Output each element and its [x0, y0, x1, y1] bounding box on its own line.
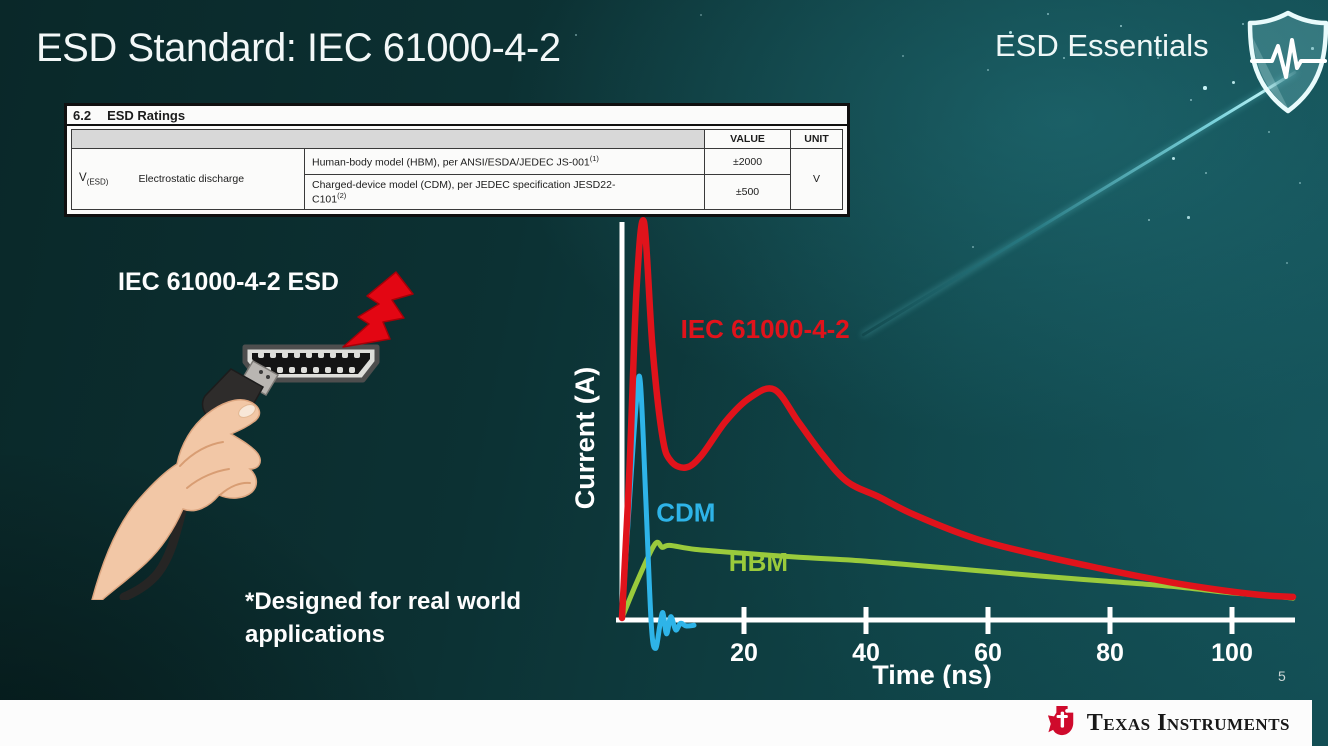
- star-dot: [1242, 23, 1244, 25]
- star-dot: [700, 14, 702, 16]
- table-section-heading: 6.2 ESD Ratings: [67, 106, 847, 126]
- x-tick-label: 80: [1096, 639, 1124, 667]
- star-dot: [1203, 86, 1207, 90]
- page-title: ESD Standard: IEC 61000-4-2: [36, 26, 561, 70]
- esd-current-chart: 20 40 60 80 100 HBM CDM IEC 61000-4-2 Time (ns…: [560, 208, 1305, 690]
- star-dot: [1268, 131, 1270, 133]
- esd-strike-illustration: [80, 255, 470, 605]
- unit-column-header: UNIT: [790, 129, 843, 149]
- parameter-cell: V(ESD) Electrostatic discharge: [71, 148, 305, 210]
- y-axis-label: Current (A): [570, 367, 600, 510]
- star-dot: [1172, 157, 1175, 160]
- lightning-icon: [342, 271, 414, 348]
- esd-shield-icon: [1242, 10, 1328, 121]
- ti-wordmark: Texas Instruments: [1086, 709, 1290, 736]
- series-label-iec-61000-4-2: IEC 61000-4-2: [681, 314, 850, 344]
- chart-axes: [616, 222, 1295, 623]
- x-tick-label: 100: [1211, 639, 1253, 667]
- star-dot: [1311, 47, 1314, 50]
- star-dot: [1063, 57, 1065, 59]
- illustration-label: IEC 61000-4-2 ESD: [118, 268, 339, 296]
- star-dot: [902, 55, 904, 57]
- table-header-spacer: [71, 129, 705, 149]
- x-axis-ticks: 20 40 60 80 100: [730, 607, 1253, 667]
- chart-curves: HBM CDM IEC 61000-4-2: [618, 217, 1297, 651]
- unit-cell: V: [790, 148, 843, 210]
- star-dot: [1009, 31, 1012, 34]
- star-dot: [1047, 13, 1049, 15]
- footnote: *Designed for real world applications: [245, 588, 522, 649]
- ti-logo-icon: [1047, 705, 1077, 742]
- series-label-cdm: CDM: [656, 498, 715, 528]
- x-tick-label: 60: [974, 639, 1002, 667]
- star-dot: [1148, 219, 1150, 221]
- hbm-description-cell: Human-body model (HBM), per ANSI/ESDA/JE…: [304, 148, 705, 175]
- parameter-symbol: V(ESD): [79, 171, 109, 187]
- x-tick-label: 40: [852, 639, 880, 667]
- series-cdm: [619, 373, 697, 651]
- x-tick-label: 20: [730, 639, 758, 667]
- slide-number: 5: [1278, 668, 1286, 684]
- series-iec-61000-4-2: [618, 217, 1297, 622]
- star-dot: [972, 246, 974, 248]
- section-title: ESD Ratings: [107, 108, 186, 123]
- hand: [91, 399, 261, 601]
- star-dot: [987, 69, 989, 71]
- cdm-description-cell: Charged-device model (CDM), per JEDEC sp…: [304, 174, 705, 210]
- star-dot: [1190, 99, 1192, 101]
- star-dot: [1299, 182, 1301, 184]
- star-dot: [1286, 262, 1288, 264]
- star-dot: [575, 34, 577, 36]
- hbm-value-cell: ±2000: [704, 148, 791, 175]
- hdmi-connector-icon: [242, 344, 380, 383]
- series-hbm: [619, 539, 1296, 621]
- star-dot: [1120, 25, 1122, 27]
- series-label-hbm: HBM: [729, 547, 788, 577]
- star-dot: [1205, 172, 1207, 174]
- section-number: 6.2: [73, 108, 92, 123]
- parameter-name: Electrostatic discharge: [138, 172, 245, 185]
- star-dot: [1187, 216, 1190, 219]
- star-dot: [1157, 57, 1159, 59]
- footer-bar: Texas Instruments: [0, 700, 1312, 746]
- series-brand-label: ESD Essentials: [995, 28, 1209, 63]
- esd-ratings-table: 6.2 ESD Ratings VALUE UNIT V(ESD) Electr…: [64, 103, 850, 217]
- cdm-value-cell: ±500: [704, 174, 791, 210]
- x-axis-label: Time (ns): [872, 660, 992, 688]
- star-dot: [1232, 81, 1235, 84]
- value-column-header: VALUE: [704, 129, 791, 149]
